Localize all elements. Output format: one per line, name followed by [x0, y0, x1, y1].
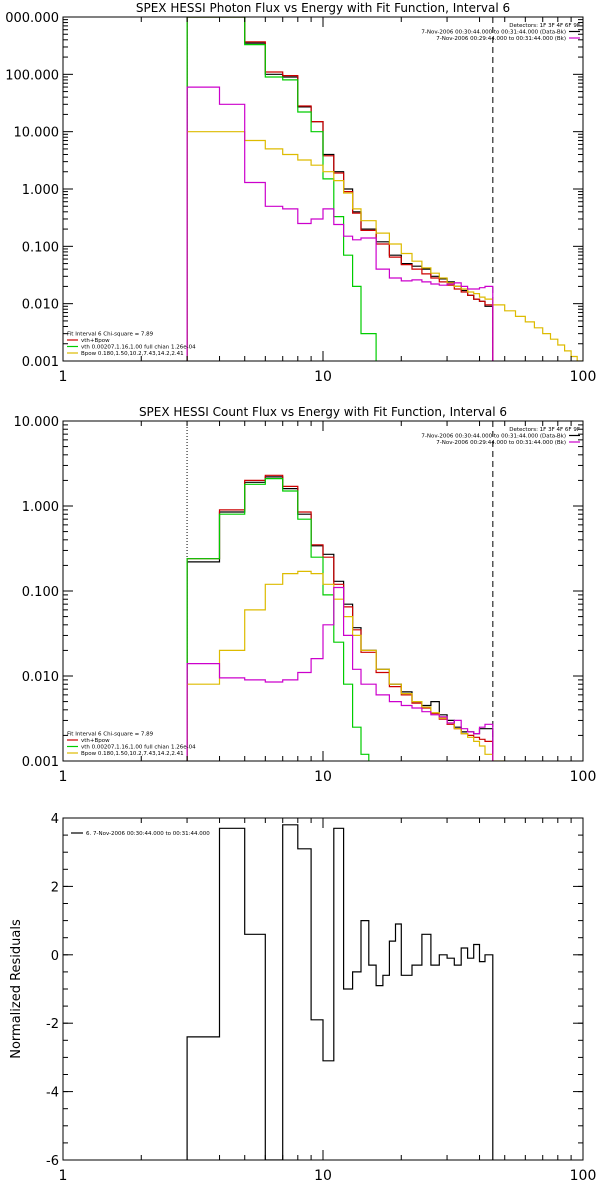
y-tick-label: -4 — [46, 1086, 59, 1101]
legend-fit-entry: Fit Interval 6 Chi-square = 7.89 — [67, 332, 154, 338]
x-tick-label: 100 — [570, 769, 597, 785]
legend-topright-entry: 7-Nov-2006 00:30:44.000 to 00:31:44.000 … — [421, 434, 566, 440]
y-axis-label: Normalized Residuals — [9, 919, 24, 1059]
legend-fit-entry: vth 0.00207,1.16,1.00 full chian 1.26e-0… — [81, 745, 196, 751]
x-tick-label: 10 — [314, 369, 332, 385]
y-tick-label: 0 — [51, 949, 59, 964]
y-tick-label: -2 — [46, 1017, 59, 1032]
x-tick-label: 100 — [570, 1168, 597, 1184]
x-tick-label: 1 — [59, 369, 68, 385]
y-tick-label: 1.000 — [22, 500, 59, 515]
y-tick-label: 0.100 — [22, 585, 59, 600]
legend-topright-entry: 7-Nov-2006 00:29:44.000 to 00:31:44.000 … — [436, 440, 566, 446]
series-line-0-6- — [186, 824, 494, 1160]
y-tick-label: 000.000 — [5, 11, 59, 26]
legend-fit-entry: Bpow 0.180,1.50,10.2,7.43,14.2,2.41 — [81, 751, 184, 757]
data-series-group — [186, 17, 583, 361]
y-tick-label: 0.100 — [22, 240, 59, 255]
legend-fit-entry: vth+Bpow — [81, 338, 110, 344]
x-tick-label: 10 — [314, 1168, 332, 1184]
y-tick-label: 1.000 — [22, 183, 59, 198]
series-line-4-7-nov-2006 — [186, 586, 494, 761]
legend-fit-entry: Fit Interval 6 Chi-square = 7.89 — [67, 732, 154, 738]
plot-frame — [62, 817, 584, 1161]
data-series-group — [186, 824, 494, 1160]
legend-fit-entry: vth 0.00207,1.16,1.00 full chian 1.26e-0… — [81, 345, 196, 351]
chart-title: SPEX HESSI Photon Flux vs Energy with Fi… — [136, 1, 510, 15]
series-line-2-vth — [186, 478, 370, 761]
x-tick-label: 1 — [59, 769, 68, 785]
y-tick-label: 10.000 — [14, 126, 60, 141]
y-tick-label: 4 — [51, 812, 59, 827]
y-tick-label: 100.000 — [5, 68, 59, 83]
residuals-panel: 1 10 100 -6 -4 -2 0 2 4 Normalized Residuals 6. 7-… — [9, 812, 596, 1184]
y-tick-label: 0.001 — [22, 355, 59, 370]
legend-topright-entry: Detectors: 1F 3F 4F 6F 9F — [509, 427, 580, 433]
series-line-3-bpow — [186, 570, 506, 761]
legend-topright-entry: Detectors: 1F 3F 4F 6F 9F — [509, 23, 580, 29]
y-tick-label: 0.010 — [22, 298, 59, 313]
legend-residual-entry: 6. 7-Nov-2006 00:30:44.000 to 00:31:44.0… — [86, 831, 210, 837]
chart-title: SPEX HESSI Count Flux vs Energy with Fit… — [139, 405, 507, 419]
legend-topright-entry: 7-Nov-2006 00:30:44.000 to 00:31:44.000 … — [421, 30, 566, 36]
legend-fit-entry: Bpow 0.180,1.50,10.2,7.43,14.2,2.41 — [81, 351, 184, 357]
legend-topright-entry: 7-Nov-2006 00:29:44.000 to 00:31:44.000 … — [436, 36, 566, 42]
legend-fit-entry: vth+Bpow — [81, 738, 110, 744]
x-tick-label: 10 — [314, 769, 332, 785]
data-series-group — [186, 474, 506, 761]
series-line-4-7-nov-2006 — [186, 86, 494, 361]
series-line-3-bpow — [186, 131, 583, 361]
series-line-1-vth-bpow — [186, 17, 494, 361]
y-tick-label: 0.010 — [22, 670, 59, 685]
series-line-0-7-nov-2006 — [186, 17, 494, 361]
x-tick-label: 100 — [570, 369, 597, 385]
x-tick-label: 1 — [59, 1168, 68, 1184]
series-line-2-vth — [186, 17, 377, 361]
y-tick-label: 10.000 — [14, 415, 60, 430]
count-flux-panel: SPEX HESSI Count Flux vs Energy with Fit… — [14, 405, 597, 785]
y-tick-label: 2 — [51, 880, 59, 895]
photon-flux-panel: SPEX HESSI Photon Flux vs Energy with Fi… — [5, 1, 596, 385]
y-tick-label: 0.001 — [22, 755, 59, 770]
y-tick-label: -6 — [46, 1154, 59, 1169]
